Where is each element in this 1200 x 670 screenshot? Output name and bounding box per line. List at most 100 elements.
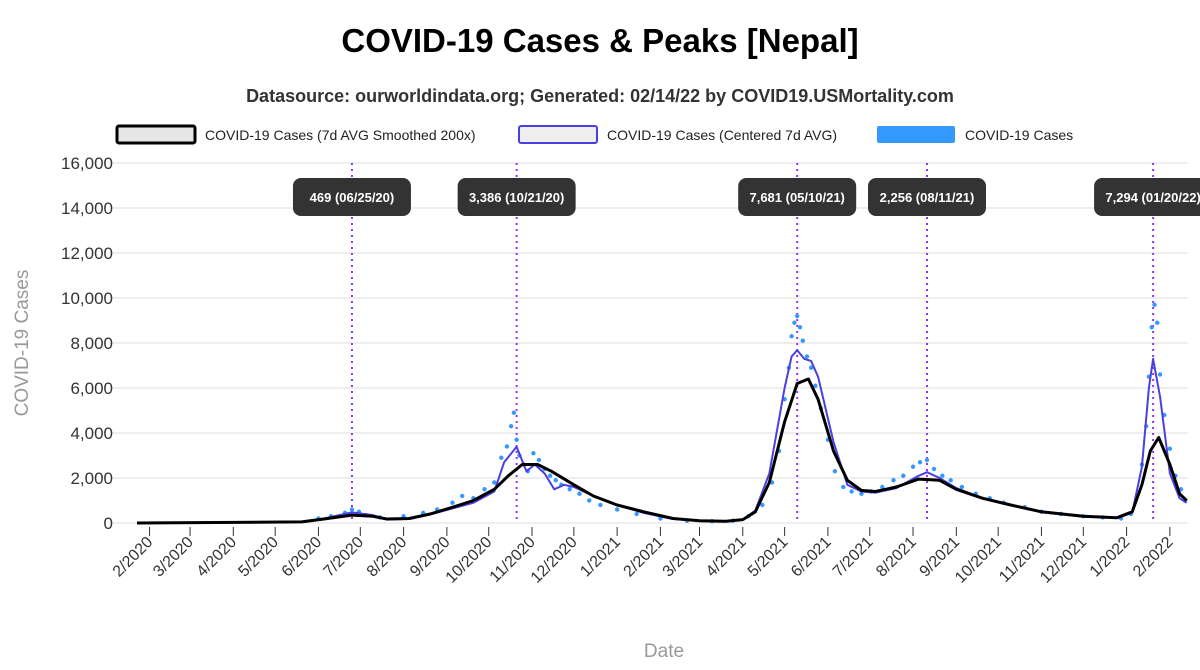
- case-point: [813, 383, 818, 388]
- y-tick-label: 12,000: [61, 244, 113, 263]
- case-point: [1167, 446, 1173, 451]
- x-axis-label: Date: [644, 641, 684, 662]
- case-point: [794, 313, 800, 319]
- case-point: [859, 491, 864, 496]
- cases-scatter: [316, 302, 1188, 524]
- peak-label-box: [867, 178, 986, 216]
- case-point: [931, 466, 937, 472]
- case-point: [508, 424, 514, 429]
- case-point: [536, 457, 542, 463]
- y-tick-label: 14,000: [61, 199, 113, 218]
- case-point: [514, 437, 519, 442]
- peak-label-box: [1094, 178, 1200, 216]
- case-point: [1149, 325, 1154, 330]
- x-tick-label: 1/2021: [577, 534, 624, 581]
- x-tick-label: 10/2020: [443, 534, 496, 587]
- y-tick-label: 16,000: [61, 154, 113, 173]
- legend-label-cases: COVID-19 Cases: [965, 127, 1073, 143]
- case-point: [499, 455, 504, 460]
- case-point: [948, 478, 953, 483]
- case-point: [832, 469, 838, 474]
- case-point: [800, 338, 805, 343]
- x-tick-label: 2/2021: [621, 534, 668, 581]
- legend-label-centered: COVID-19 Cases (Centered 7d AVG): [607, 127, 837, 143]
- case-point: [450, 500, 455, 505]
- x-tick-label: 4/2020: [194, 534, 241, 581]
- x-tick-label: 3/2020: [150, 534, 197, 581]
- case-point: [917, 460, 923, 465]
- case-point: [511, 410, 517, 415]
- case-point: [940, 473, 945, 478]
- case-point: [598, 502, 603, 508]
- peak-label: 3,386 (10/21/20): [469, 190, 564, 205]
- case-point: [1157, 372, 1163, 377]
- case-point: [841, 484, 846, 490]
- x-tick-label: 8/2021: [873, 534, 920, 581]
- case-point: [567, 487, 572, 492]
- case-point: [577, 491, 582, 496]
- y-axis-label: COVID-19 Cases: [12, 270, 33, 417]
- peak-label: 2,256 (08/11/21): [880, 190, 975, 205]
- case-point: [482, 487, 487, 492]
- case-point: [587, 498, 592, 503]
- smoothed-avg-line: [136, 377, 1188, 525]
- peak-label: 469 (06/25/20): [310, 190, 395, 205]
- case-point: [634, 511, 639, 517]
- legend-label-smoothed: COVID-19 Cases (7d AVG Smoothed 200x): [205, 127, 476, 143]
- x-tick-label: 5/2021: [745, 534, 792, 581]
- case-point: [614, 507, 620, 512]
- peak-label-box: [457, 178, 576, 216]
- case-point: [531, 451, 536, 456]
- case-point: [880, 484, 885, 490]
- x-tick-label: 6/2021: [788, 534, 835, 581]
- x-tick-label: 2/2020: [110, 534, 157, 581]
- case-point: [1155, 320, 1160, 325]
- y-tick-label: 2,000: [70, 469, 113, 488]
- x-tick-label: 12/2021: [1037, 534, 1090, 587]
- chart-title: COVID-19 Cases & Peaks [Nepal]: [341, 22, 859, 59]
- legend-swatch-cases: [877, 126, 955, 143]
- case-point: [849, 489, 854, 494]
- x-tick-label: 2/2022: [1130, 534, 1177, 581]
- legend-swatch-smoothed: [115, 124, 197, 145]
- grid: [112, 162, 1188, 524]
- y-tick-label: 10,000: [61, 289, 113, 308]
- case-point: [924, 457, 930, 463]
- x-tick-label: 3/2021: [660, 534, 707, 581]
- peak-label: 7,681 (05/10/21): [749, 190, 844, 205]
- legend-item-cases[interactable]: COVID-19 Cases: [877, 126, 1073, 143]
- centered-avg-line: [136, 349, 1188, 524]
- x-tick-label: 5/2020: [235, 534, 282, 581]
- peak-lines: [350, 163, 1155, 523]
- case-point: [789, 334, 794, 339]
- y-tick-label: 0: [104, 514, 113, 533]
- case-point: [891, 478, 896, 483]
- y-tick-label: 4,000: [70, 424, 113, 443]
- x-tick-label: 8/2020: [364, 534, 411, 581]
- x-axis: 2/20203/20204/20205/20206/20207/20208/20…: [110, 527, 1177, 587]
- series-lines: [136, 349, 1188, 525]
- legend-item-centered[interactable]: COVID-19 Cases (Centered 7d AVG): [518, 125, 837, 144]
- case-point: [797, 325, 803, 330]
- x-tick-label: 7/2020: [321, 534, 368, 581]
- x-tick-label: 10/2021: [952, 534, 1005, 587]
- y-axis: 0 2,000 4,000 6,000 8,000 10,000 12,000 14,000 1…: [61, 154, 113, 533]
- chart-subtitle: Datasource: ourworldindata.org; Generate…: [246, 86, 954, 106]
- case-point: [504, 444, 510, 449]
- peak-label-box: [738, 178, 857, 216]
- case-point: [760, 502, 765, 508]
- peak-label: 7,294 (01/20/22): [1105, 190, 1200, 205]
- case-point: [901, 473, 906, 478]
- case-point: [804, 354, 810, 359]
- case-point: [492, 480, 497, 485]
- y-tick-label: 6,000: [70, 379, 113, 398]
- case-point: [792, 320, 797, 325]
- legend-item-smoothed[interactable]: COVID-19 Cases (7d AVG Smoothed 200x): [115, 124, 476, 145]
- x-tick-label: 12/2020: [528, 534, 581, 587]
- x-tick-label: 7/2021: [830, 534, 877, 581]
- legend-swatch-centered: [518, 125, 598, 144]
- case-point: [1152, 302, 1157, 307]
- case-point: [547, 473, 553, 478]
- case-point: [808, 365, 814, 370]
